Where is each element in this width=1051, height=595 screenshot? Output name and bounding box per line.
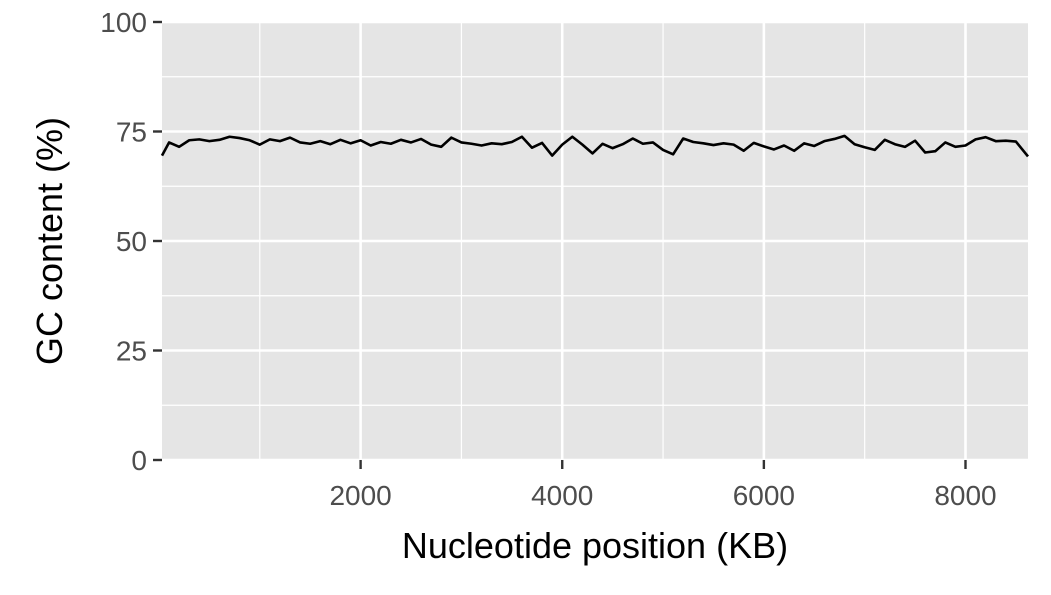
y-tick-label: 50 xyxy=(116,226,147,257)
y-tick-label: 25 xyxy=(116,336,147,367)
y-tick-label: 0 xyxy=(131,445,147,476)
gc-content-series-line xyxy=(160,134,1030,158)
y-axis-title: GC content (%) xyxy=(29,117,70,365)
x-tick-label: 8000 xyxy=(934,480,996,511)
y-tick-label: 100 xyxy=(100,7,147,38)
x-tick-label: 4000 xyxy=(531,480,593,511)
major-gridlines xyxy=(162,20,1028,462)
x-axis: 2000 4000 6000 8000 xyxy=(329,460,997,511)
x-tick-label: 6000 xyxy=(733,480,795,511)
y-axis: 0 25 50 75 100 xyxy=(100,7,162,476)
y-tick-label: 75 xyxy=(116,117,147,148)
x-axis-title: Nucleotide position (KB) xyxy=(402,525,788,566)
x-tick-label: 2000 xyxy=(329,480,391,511)
